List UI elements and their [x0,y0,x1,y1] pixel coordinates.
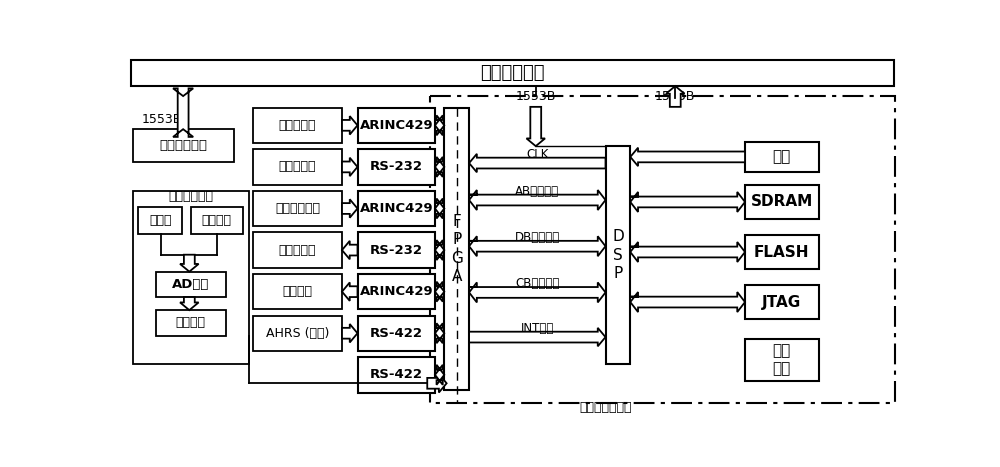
Polygon shape [435,365,444,385]
Text: 北斗接收机: 北斗接收机 [279,161,316,173]
Bar [358,274,435,309]
Polygon shape [180,255,199,272]
Polygon shape [469,283,606,303]
Text: D
S
P: D S P [612,229,624,281]
Text: 陀螺仪: 陀螺仪 [149,214,172,227]
Text: RS-422: RS-422 [370,368,423,382]
Text: 机载导航计算机: 机载导航计算机 [579,402,632,414]
Polygon shape [435,115,444,135]
Text: 其它机载系统: 其它机载系统 [159,139,207,152]
Text: F
P
G
A: F P G A [451,213,463,284]
Text: RS-232: RS-232 [370,244,423,256]
Polygon shape [342,324,358,342]
Text: AB地址总线: AB地址总线 [515,185,559,198]
Bar [358,107,435,143]
Polygon shape [342,199,358,218]
Polygon shape [630,242,745,262]
Bar [253,274,342,309]
Text: ARINC429: ARINC429 [359,202,433,215]
Bar [358,149,435,184]
Text: 数据记录仪: 数据记录仪 [279,244,316,256]
Polygon shape [342,241,358,259]
Polygon shape [435,282,444,302]
Bar [138,207,182,234]
Polygon shape [666,86,685,107]
Bar [133,191,249,364]
Bar [745,184,819,219]
Text: INT中断: INT中断 [521,322,554,335]
Text: 1553B: 1553B [516,90,556,103]
Text: AHRS (备份): AHRS (备份) [266,327,329,340]
Text: 晶振: 晶振 [773,149,791,164]
Bar [253,149,342,184]
Polygon shape [342,283,358,301]
Bar [358,357,435,393]
Bar [156,310,226,336]
Polygon shape [342,116,358,134]
Text: 电源
模块: 电源 模块 [773,343,791,376]
Polygon shape [630,148,745,166]
Bar [430,96,895,403]
Bar [745,285,819,319]
Bar [156,272,226,297]
Polygon shape [469,328,606,347]
Bar [745,142,819,171]
Polygon shape [435,198,444,219]
Text: ARINC429: ARINC429 [359,285,433,298]
Polygon shape [469,190,606,210]
Text: CLK: CLK [526,148,548,161]
Bar [253,107,342,143]
Bar [191,207,243,234]
Text: DB数据总线: DB数据总线 [515,231,560,244]
Text: SDRAM: SDRAM [751,194,813,210]
Polygon shape [173,88,193,137]
Text: 惯性测量单元: 惯性测量单元 [168,191,213,204]
Polygon shape [469,154,606,172]
Bar [606,146,630,364]
Polygon shape [630,192,745,212]
Text: ARINC429: ARINC429 [359,119,433,132]
Polygon shape [180,297,199,310]
Bar [131,60,894,86]
Bar [745,235,819,269]
Bar [358,316,435,351]
Text: 加速度计: 加速度计 [202,214,232,227]
Polygon shape [526,107,545,146]
Bar [745,339,819,381]
Text: FLASH: FLASH [754,245,810,260]
Text: 多普勒雷达: 多普勒雷达 [279,119,316,132]
Polygon shape [435,157,444,177]
Polygon shape [435,240,444,260]
Text: RS-232: RS-232 [370,161,423,173]
Bar [358,191,435,226]
Text: 机载飞控系统: 机载飞控系统 [480,64,545,82]
Text: 1553B: 1553B [655,90,695,103]
Bar [253,233,342,268]
Bar [253,191,342,226]
Bar [444,107,469,390]
Text: RS-422: RS-422 [370,327,423,340]
Bar [253,316,342,351]
Bar [358,233,435,268]
Polygon shape [342,158,358,176]
Polygon shape [427,374,447,393]
Text: 监控系统: 监控系统 [282,285,312,298]
Bar [133,129,234,162]
Text: 温补系统: 温补系统 [176,316,206,329]
Polygon shape [469,236,606,256]
Text: JTAG: JTAG [762,295,801,310]
Polygon shape [435,323,444,343]
Text: AD转换: AD转换 [172,278,210,291]
Polygon shape [630,292,745,312]
Text: 1553B: 1553B [142,113,182,127]
Text: 大气数据系统: 大气数据系统 [275,202,320,215]
Text: CB控制总线: CB控制总线 [515,277,559,290]
